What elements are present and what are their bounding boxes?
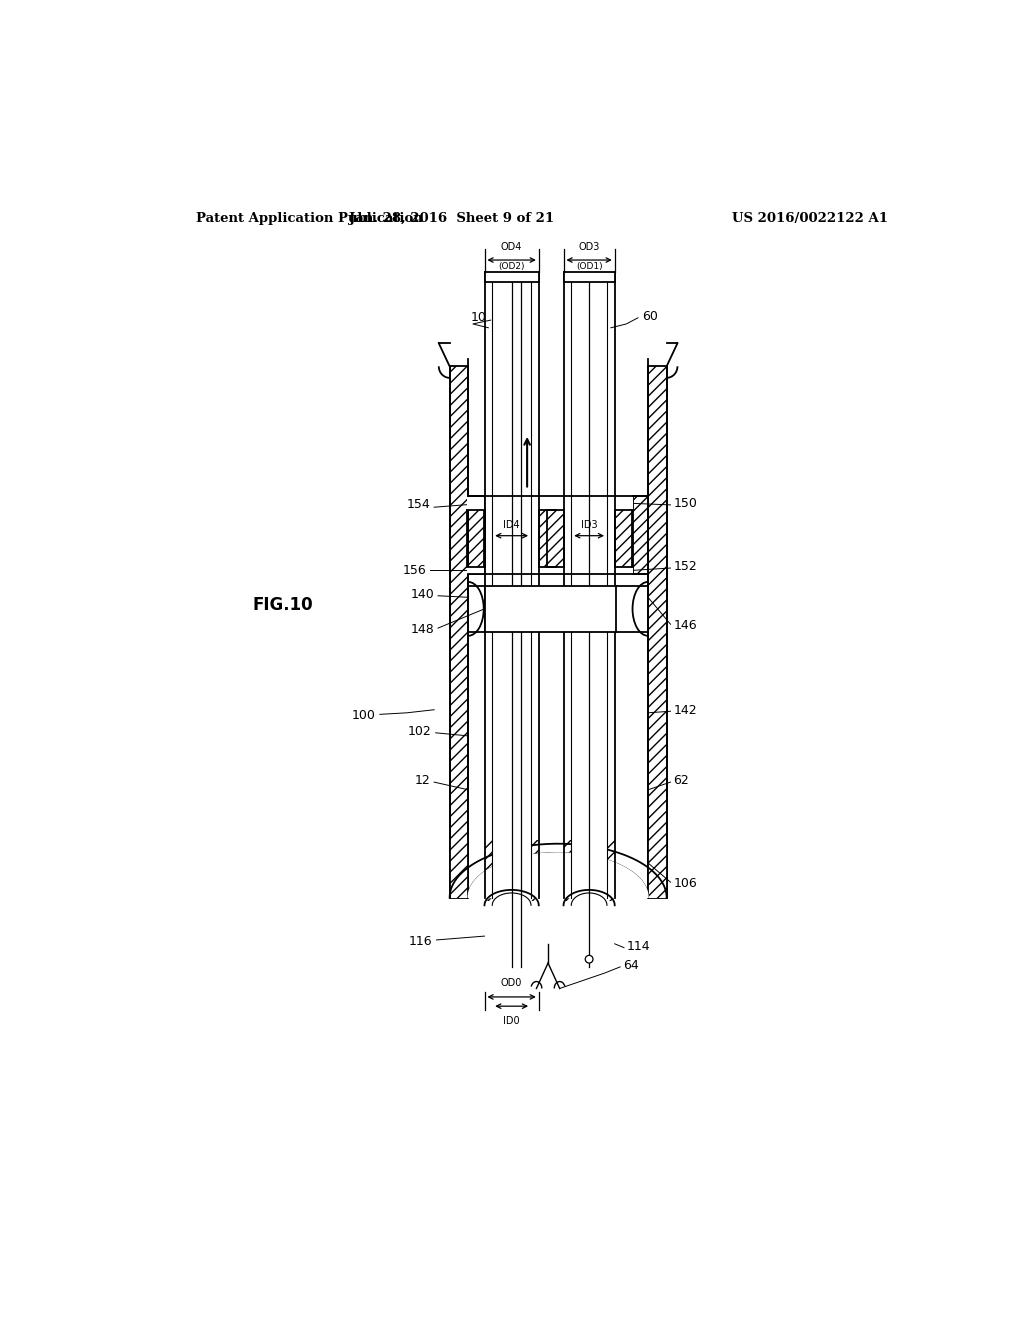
Text: Jan. 28, 2016  Sheet 9 of 21: Jan. 28, 2016 Sheet 9 of 21 xyxy=(349,213,555,224)
Bar xyxy=(450,367,468,898)
Text: OD4: OD4 xyxy=(501,243,522,252)
Text: 146: 146 xyxy=(674,619,697,632)
Bar xyxy=(607,840,614,902)
Text: 106: 106 xyxy=(674,878,697,890)
Bar xyxy=(648,840,667,898)
Circle shape xyxy=(586,956,593,964)
Bar xyxy=(539,510,556,566)
Bar xyxy=(547,510,563,566)
Text: 154: 154 xyxy=(407,499,430,511)
Bar xyxy=(607,840,614,902)
Bar xyxy=(648,840,667,898)
Text: 156: 156 xyxy=(402,564,426,577)
Bar xyxy=(493,272,531,898)
Text: 12: 12 xyxy=(415,774,430,787)
Text: 102: 102 xyxy=(408,725,432,738)
Text: OD0: OD0 xyxy=(501,978,522,989)
Text: 100: 100 xyxy=(352,709,376,722)
Bar xyxy=(450,367,468,898)
Bar xyxy=(468,496,483,574)
Bar xyxy=(648,367,667,898)
Bar xyxy=(531,840,539,902)
Bar xyxy=(484,272,539,281)
Text: 114: 114 xyxy=(627,940,650,953)
Bar xyxy=(563,272,614,281)
Text: 60: 60 xyxy=(642,310,657,323)
Bar xyxy=(648,367,667,898)
Bar xyxy=(547,510,563,566)
Bar xyxy=(484,840,493,902)
Bar xyxy=(614,510,632,566)
Text: US 2016/0022122 A1: US 2016/0022122 A1 xyxy=(732,213,889,224)
Bar xyxy=(614,510,632,566)
Bar xyxy=(563,840,571,902)
Bar xyxy=(450,840,468,898)
Bar xyxy=(512,281,521,968)
Text: ID4: ID4 xyxy=(504,520,520,529)
Text: ID0: ID0 xyxy=(504,1016,520,1026)
Text: 142: 142 xyxy=(674,704,697,717)
Bar xyxy=(484,840,493,902)
Bar xyxy=(467,510,484,566)
Text: 152: 152 xyxy=(674,560,697,573)
Bar xyxy=(468,496,483,574)
Text: ID3: ID3 xyxy=(581,520,597,529)
Bar xyxy=(467,566,483,574)
Polygon shape xyxy=(468,853,648,898)
Bar xyxy=(450,840,468,898)
Text: FIG.10: FIG.10 xyxy=(253,597,313,614)
Bar xyxy=(531,840,539,902)
Text: 64: 64 xyxy=(624,958,639,972)
Bar xyxy=(571,272,607,898)
Bar xyxy=(633,496,648,574)
Bar xyxy=(539,510,556,566)
Bar xyxy=(563,840,571,902)
Bar xyxy=(633,496,648,574)
Bar xyxy=(484,586,616,632)
Text: 10: 10 xyxy=(470,312,486,325)
Text: 116: 116 xyxy=(409,935,432,948)
Text: (OD2): (OD2) xyxy=(499,261,525,271)
Text: (OD1): (OD1) xyxy=(575,261,602,271)
Text: 148: 148 xyxy=(411,623,434,636)
Bar xyxy=(467,496,483,510)
Bar xyxy=(467,510,484,566)
Text: 62: 62 xyxy=(674,774,689,787)
Text: OD3: OD3 xyxy=(579,243,600,252)
Text: Patent Application Publication: Patent Application Publication xyxy=(197,213,423,224)
Text: 140: 140 xyxy=(411,587,434,601)
Text: 150: 150 xyxy=(674,496,697,510)
